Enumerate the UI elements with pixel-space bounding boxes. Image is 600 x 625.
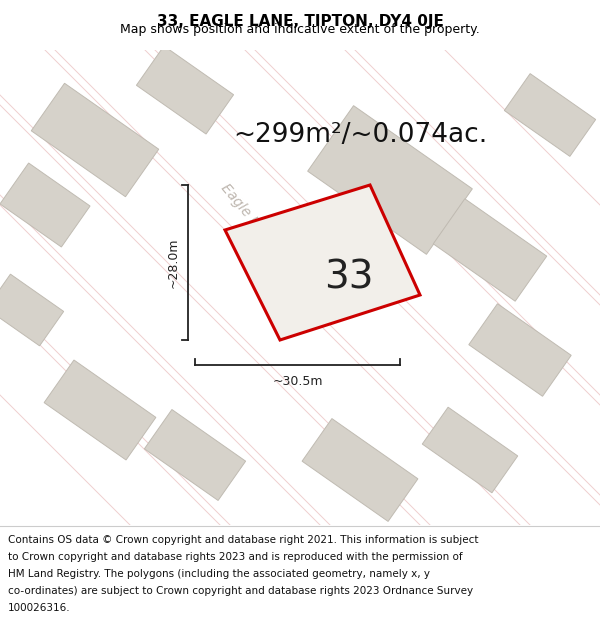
Text: co-ordinates) are subject to Crown copyright and database rights 2023 Ordnance S: co-ordinates) are subject to Crown copyr… bbox=[8, 586, 473, 596]
Polygon shape bbox=[505, 74, 596, 156]
Polygon shape bbox=[0, 274, 64, 346]
Polygon shape bbox=[44, 360, 156, 460]
Text: 33: 33 bbox=[324, 259, 373, 296]
Text: Contains OS data © Crown copyright and database right 2021. This information is : Contains OS data © Crown copyright and d… bbox=[8, 535, 478, 545]
Polygon shape bbox=[136, 46, 233, 134]
Polygon shape bbox=[469, 304, 571, 396]
Text: ~28.0m: ~28.0m bbox=[167, 238, 180, 288]
Text: 100026316.: 100026316. bbox=[8, 603, 70, 613]
Polygon shape bbox=[422, 408, 518, 492]
Polygon shape bbox=[145, 409, 245, 501]
Polygon shape bbox=[225, 185, 420, 340]
Polygon shape bbox=[31, 83, 159, 197]
Polygon shape bbox=[0, 163, 90, 247]
Text: Eagle Lane: Eagle Lane bbox=[218, 181, 278, 249]
Text: Map shows position and indicative extent of the property.: Map shows position and indicative extent… bbox=[120, 23, 480, 36]
Text: to Crown copyright and database rights 2023 and is reproduced with the permissio: to Crown copyright and database rights 2… bbox=[8, 552, 463, 562]
Text: ~299m²/~0.074ac.: ~299m²/~0.074ac. bbox=[233, 122, 487, 148]
Text: HM Land Registry. The polygons (including the associated geometry, namely x, y: HM Land Registry. The polygons (includin… bbox=[8, 569, 430, 579]
Text: 33, EAGLE LANE, TIPTON, DY4 0JE: 33, EAGLE LANE, TIPTON, DY4 0JE bbox=[157, 14, 443, 29]
Text: ~30.5m: ~30.5m bbox=[272, 375, 323, 388]
Polygon shape bbox=[433, 199, 547, 301]
Polygon shape bbox=[308, 106, 472, 254]
Polygon shape bbox=[302, 419, 418, 521]
